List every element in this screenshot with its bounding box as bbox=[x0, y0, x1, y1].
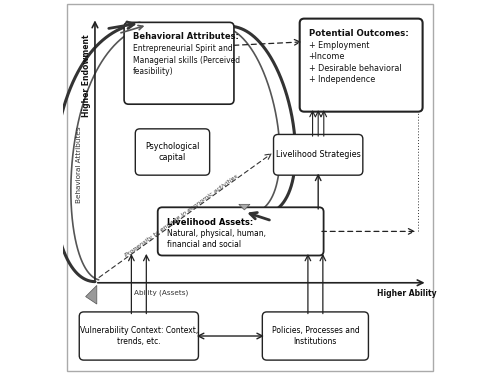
Text: Higher Endowment: Higher Endowment bbox=[82, 34, 91, 117]
Text: Higher Ability: Higher Ability bbox=[377, 289, 436, 298]
Text: Livelihood Assets:: Livelihood Assets: bbox=[166, 218, 253, 227]
Text: Natural, physical, human,
financial and social: Natural, physical, human, financial and … bbox=[166, 229, 266, 249]
Text: Vulnerability Context: Context,
trends, etc.: Vulnerability Context: Context, trends, … bbox=[80, 326, 198, 346]
FancyBboxPatch shape bbox=[300, 19, 422, 112]
Text: Livelihood Strategies: Livelihood Strategies bbox=[276, 150, 360, 159]
FancyBboxPatch shape bbox=[274, 135, 363, 175]
Text: Behavioral Attributes:: Behavioral Attributes: bbox=[133, 33, 239, 42]
Text: Behavioral Attributes: Behavioral Attributes bbox=[76, 127, 82, 203]
FancyBboxPatch shape bbox=[136, 129, 210, 175]
Text: Entrepreneurial Spirit and
Managerial skills (Perceived
feasibility): Entrepreneurial Spirit and Managerial sk… bbox=[133, 44, 240, 76]
Text: Policies, Processes and
Institutions: Policies, Processes and Institutions bbox=[272, 326, 360, 346]
Text: Potential Outcomes:: Potential Outcomes: bbox=[308, 29, 408, 38]
FancyBboxPatch shape bbox=[67, 4, 433, 370]
Text: Ability (Assets): Ability (Assets) bbox=[134, 289, 188, 296]
Text: Propensity to engage in economic activities: Propensity to engage in economic activit… bbox=[124, 173, 239, 258]
Polygon shape bbox=[239, 204, 250, 210]
Text: + Employment
+Income
+ Desirable behavioral
+ Independence: + Employment +Income + Desirable behavio… bbox=[308, 41, 402, 84]
FancyBboxPatch shape bbox=[158, 207, 324, 255]
Text: Psychological
capital: Psychological capital bbox=[146, 142, 200, 162]
FancyBboxPatch shape bbox=[124, 22, 234, 104]
Polygon shape bbox=[86, 285, 97, 304]
FancyBboxPatch shape bbox=[262, 312, 368, 360]
FancyBboxPatch shape bbox=[80, 312, 198, 360]
